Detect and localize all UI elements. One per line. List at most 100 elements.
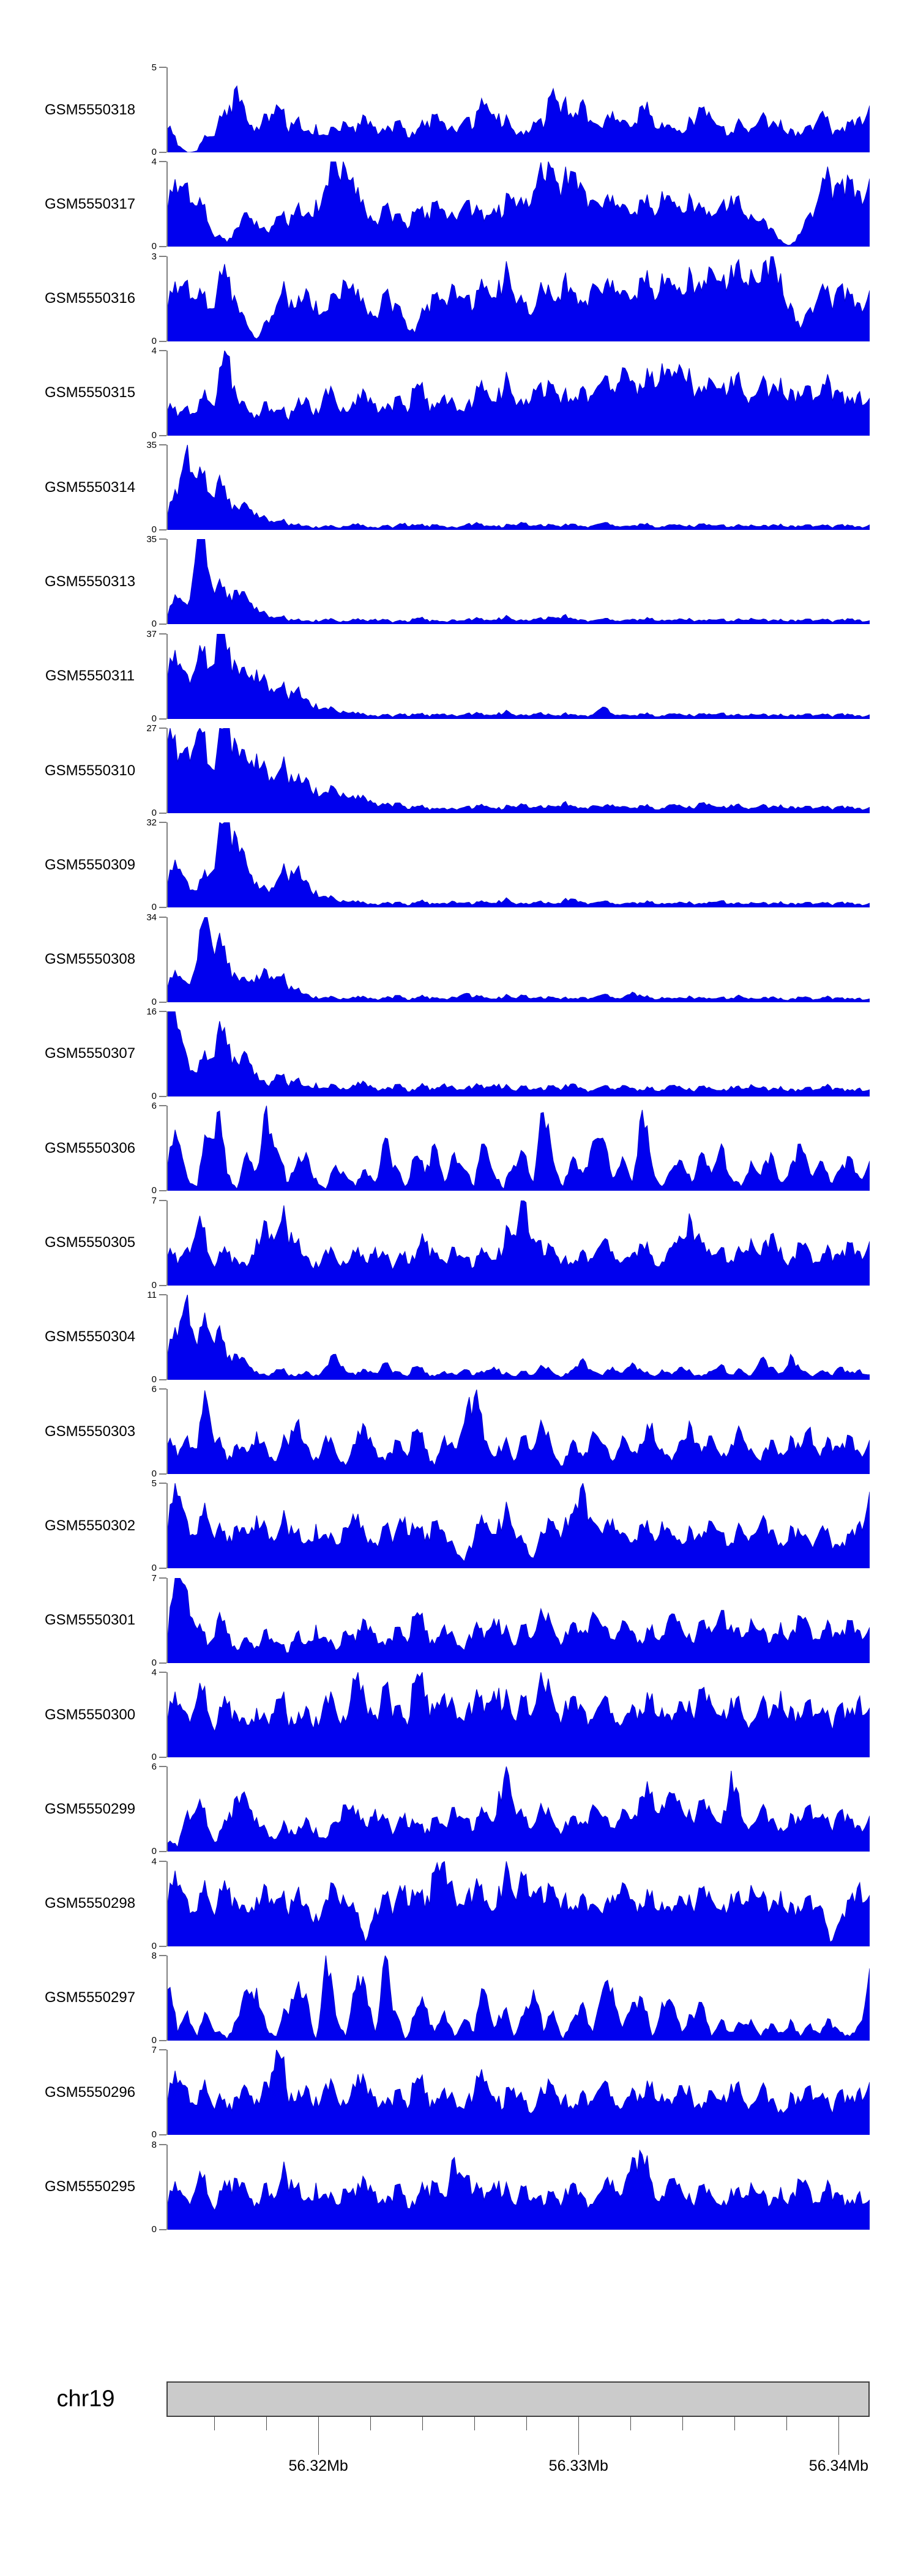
major-tick <box>838 2416 840 2455</box>
axis-tick-bottom <box>159 434 166 436</box>
track-label-cell: GSM5550313 <box>0 539 166 624</box>
track-label-cell: GSM5550295 <box>0 2145 166 2230</box>
track-yzero-label: 0 <box>151 430 157 441</box>
track-ymax-label: 4 <box>151 1856 157 1867</box>
track-label: GSM5550302 <box>44 1517 136 1534</box>
genome-ruler: 56.32Mb 56.33Mb 56.34Mb <box>166 2416 870 2484</box>
track-label-cell: GSM5550300 <box>0 1672 166 1757</box>
track-row-GSM5550315: GSM5550315 4 0 <box>0 346 918 440</box>
track-row-GSM5550298: GSM5550298 4 0 <box>0 1857 918 1951</box>
axis-tick-top <box>159 1860 166 1862</box>
track-label-cell: GSM5550318 <box>0 67 166 152</box>
track-ymax-label: 4 <box>151 157 157 168</box>
track-row-GSM5550301: GSM5550301 7 0 <box>0 1574 918 1667</box>
axis-tick-bottom <box>159 1379 166 1380</box>
axis-tick-top <box>159 1294 166 1295</box>
coverage-area-chart <box>168 1955 870 2041</box>
track-ymax-label: 11 <box>147 1289 157 1300</box>
track-label: GSM5550307 <box>44 1045 136 1062</box>
coverage-area-chart <box>168 2149 870 2230</box>
axis-tick-bottom <box>159 2228 166 2230</box>
track-label-cell: GSM5550303 <box>0 1389 166 1474</box>
axis-tick-bottom <box>159 624 166 625</box>
track-label-cell: GSM5550309 <box>0 822 166 907</box>
track-label-cell: GSM5550298 <box>0 1861 166 1946</box>
track-label: GSM5550305 <box>44 1234 136 1251</box>
axis-tick-bottom <box>159 1473 166 1475</box>
track-yzero-label: 0 <box>151 1940 157 1951</box>
coverage-area-chart <box>168 1672 870 1758</box>
track-ymax-label: 6 <box>151 1384 157 1395</box>
track-label: GSM5550298 <box>44 1895 136 1912</box>
track-label-cell: GSM5550299 <box>0 1766 166 1852</box>
axis-tick-top <box>159 161 166 163</box>
coverage-area-chart <box>168 162 870 247</box>
coverage-area-chart <box>168 1577 870 1663</box>
track-yzero-label: 0 <box>151 996 157 1007</box>
coverage-area-chart <box>168 728 870 814</box>
track-label: GSM5550306 <box>44 1139 136 1156</box>
axis-tick-top <box>159 1577 166 1579</box>
track-row-GSM5550307: GSM5550307 16 0 <box>0 1007 918 1101</box>
axis-tick-bottom <box>159 246 166 248</box>
track-label-cell: GSM5550297 <box>0 1956 166 2041</box>
track-ymax-label: 4 <box>151 1667 157 1678</box>
track-plot-area: 32 0 <box>146 818 870 912</box>
minor-tick <box>370 2416 371 2430</box>
chromosome-section: chr19 56.32Mb 56.33Mb 56.34Mb <box>0 2381 918 2484</box>
axis-tick-top <box>159 1199 166 1201</box>
axis-tick-bottom <box>159 529 166 531</box>
axis-tick-bottom <box>159 2039 166 2041</box>
track-row-GSM5550306: GSM5550306 6 0 <box>0 1101 918 1195</box>
track-label: GSM5550300 <box>44 1706 136 1723</box>
track-ymax-label: 7 <box>151 1573 157 1584</box>
axis-tick-bottom <box>159 2134 166 2136</box>
track-label: GSM5550316 <box>44 290 136 307</box>
track-ymax-label: 6 <box>151 1762 157 1773</box>
axis-tick-bottom <box>159 907 166 909</box>
coverage-area-chart <box>168 1106 870 1191</box>
track-label: GSM5550299 <box>44 1800 136 1817</box>
track-ymax-label: 32 <box>146 817 157 828</box>
track-row-GSM5550304: GSM5550304 11 0 <box>0 1290 918 1384</box>
track-yzero-label: 0 <box>151 808 157 819</box>
track-row-GSM5550318: GSM5550318 5 0 <box>0 63 918 157</box>
track-plot-area: 16 0 <box>146 1007 870 1101</box>
track-label-cell: GSM5550310 <box>0 728 166 813</box>
track-ymax-label: 8 <box>151 2139 157 2150</box>
minor-tick <box>266 2416 267 2430</box>
track-label-cell: GSM5550304 <box>0 1295 166 1380</box>
axis-tick-bottom <box>159 1757 166 1759</box>
track-yzero-label: 0 <box>151 241 157 252</box>
track-ymax-label: 5 <box>151 62 157 73</box>
coordinate-label: 56.32Mb <box>288 2457 348 2474</box>
track-label-cell: GSM5550302 <box>0 1483 166 1568</box>
track-label: GSM5550304 <box>44 1328 136 1346</box>
axis-tick-top <box>159 2143 166 2145</box>
minor-tick <box>474 2416 476 2430</box>
track-label: GSM5550309 <box>44 856 136 873</box>
axis-tick-top <box>159 67 166 68</box>
minor-tick <box>214 2416 215 2430</box>
axis-tick-bottom <box>159 1662 166 1664</box>
track-yzero-label: 0 <box>151 147 157 157</box>
axis-tick-bottom <box>159 340 166 342</box>
track-plot-area: 27 0 <box>146 724 870 817</box>
track-label-cell: GSM5550307 <box>0 1011 166 1096</box>
minor-tick <box>786 2416 788 2430</box>
coverage-area-chart <box>168 1200 870 1286</box>
track-ymax-label: 3 <box>151 251 157 262</box>
track-label-cell: GSM5550308 <box>0 917 166 1002</box>
track-row-GSM5550303: GSM5550303 6 0 <box>0 1385 918 1478</box>
minor-tick <box>734 2416 736 2430</box>
axis-tick-top <box>159 822 166 824</box>
coverage-area-chart <box>168 917 870 1002</box>
axis-tick-top <box>159 255 166 257</box>
chromosome-label: chr19 <box>56 2386 115 2412</box>
